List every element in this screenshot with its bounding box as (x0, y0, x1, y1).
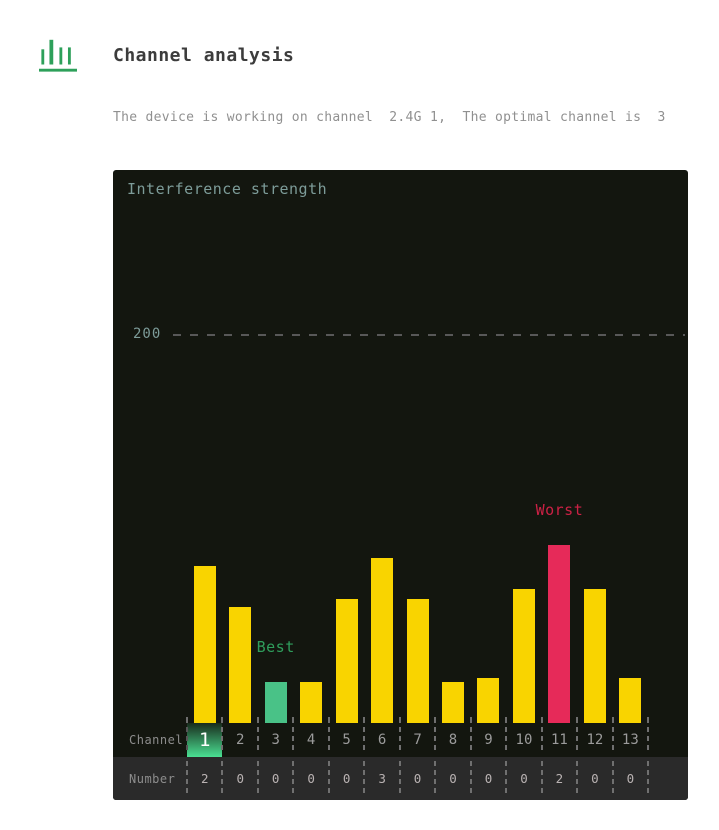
bar-column-5 (327, 170, 364, 723)
channel-cell-13: 13 (611, 723, 650, 757)
channel-cell-11: 11 (540, 723, 577, 757)
page-title: Channel analysis (113, 45, 295, 66)
interference-chart: Interference strength 200 Best Worst Chan… (113, 170, 688, 800)
working-channel-status-text: The device is working on channel 2.4G 1,… (113, 110, 666, 125)
bar-column-4 (292, 170, 328, 723)
network-count-cell-6: 3 (363, 757, 399, 800)
number-row-label: Number (129, 771, 176, 786)
bar-column-10 (505, 170, 541, 723)
network-count-cell-5: 0 (327, 757, 364, 800)
interference-bar-ch10 (512, 589, 535, 723)
threshold-dashed-line (173, 334, 685, 336)
bar-column-7 (398, 170, 435, 723)
bar-column-6 (363, 170, 399, 723)
bar-column-8 (434, 170, 470, 723)
best-label: Best (256, 638, 295, 656)
channel-cell-4: 4 (292, 723, 328, 757)
network-count-cell-3: 0 (256, 757, 293, 800)
interference-bar-ch13 (619, 678, 642, 723)
channel-cell-1: 1 (185, 723, 223, 757)
network-count-cell-7: 0 (398, 757, 435, 800)
channel-row-label: Channel (129, 733, 184, 747)
interference-bar-ch2 (229, 607, 252, 723)
network-count-cell-9: 0 (469, 757, 506, 800)
channel-cell-2: 2 (221, 723, 257, 757)
interference-bar-ch1 (193, 566, 216, 723)
channel-cell-7: 7 (398, 723, 435, 757)
network-count-cell-12: 0 (576, 757, 612, 800)
chart-title: Interference strength (127, 180, 328, 198)
interference-bar-ch5 (335, 599, 358, 723)
bar-column-3: Best (256, 170, 295, 723)
channel-cell-8: 8 (434, 723, 470, 757)
interference-bar-ch8 (442, 682, 465, 723)
channel-cell-6: 6 (363, 723, 399, 757)
interference-bar-ch4 (300, 682, 323, 723)
interference-bar-ch9 (477, 678, 500, 723)
bar-column-2 (221, 170, 257, 723)
interference-bar-ch7 (406, 599, 429, 723)
bar-column-11: Worst (536, 170, 583, 723)
channel-cell-9: 9 (469, 723, 506, 757)
network-count-cell-4: 0 (292, 757, 328, 800)
network-count-cell-11: 2 (540, 757, 577, 800)
bar-column-9 (469, 170, 506, 723)
network-count-cell-1: 2 (185, 757, 222, 800)
network-count-cell-8: 0 (434, 757, 470, 800)
worst-label: Worst (535, 501, 584, 519)
bar-column-1 (185, 170, 222, 723)
interference-bar-ch12 (583, 589, 606, 723)
plot-columns: Best Worst (185, 170, 650, 723)
interference-bar-ch11 (548, 545, 571, 723)
channel-cell-12: 12 (576, 723, 612, 757)
bar-column-12 (576, 170, 612, 723)
channel-cell-5: 5 (327, 723, 364, 757)
channel-row: Channel 1 2 3 4 5 6 7 8 9 10 11 12 13 (113, 723, 688, 757)
interference-bar-ch3 (264, 682, 287, 723)
channel-cell-3: 3 (256, 723, 293, 757)
network-count-cell-2: 0 (221, 757, 257, 800)
bar-column-13 (611, 170, 650, 723)
channel-cells: 1 2 3 4 5 6 7 8 9 10 11 12 13 (185, 723, 650, 757)
network-count-cell-10: 0 (505, 757, 541, 800)
bar-chart-icon (38, 39, 77, 72)
y-axis-tick-200: 200 (133, 326, 162, 342)
channel-cell-10: 10 (505, 723, 541, 757)
interference-bar-ch6 (371, 558, 394, 723)
network-count-cell-13: 0 (611, 757, 650, 800)
